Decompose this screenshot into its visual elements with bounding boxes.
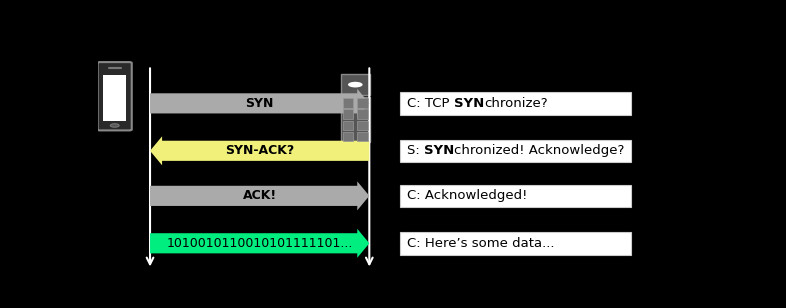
Text: chronize?: chronize? bbox=[484, 97, 548, 110]
Polygon shape bbox=[150, 229, 369, 258]
Text: S:: S: bbox=[407, 144, 424, 157]
FancyBboxPatch shape bbox=[343, 98, 354, 107]
Polygon shape bbox=[150, 181, 369, 210]
Text: SYN: SYN bbox=[454, 97, 484, 110]
FancyBboxPatch shape bbox=[357, 121, 368, 130]
Polygon shape bbox=[150, 136, 369, 165]
FancyBboxPatch shape bbox=[343, 121, 354, 130]
FancyBboxPatch shape bbox=[343, 132, 354, 141]
Text: SYN-ACK?: SYN-ACK? bbox=[225, 144, 294, 157]
FancyBboxPatch shape bbox=[357, 98, 368, 107]
Text: chronized! Acknowledge?: chronized! Acknowledge? bbox=[454, 144, 625, 157]
FancyBboxPatch shape bbox=[400, 232, 631, 254]
Text: C: Here’s some data...: C: Here’s some data... bbox=[407, 237, 555, 250]
Text: ACK!: ACK! bbox=[243, 189, 277, 202]
FancyBboxPatch shape bbox=[343, 109, 354, 119]
Text: 1010010110010101111101...: 1010010110010101111101... bbox=[167, 237, 353, 250]
FancyBboxPatch shape bbox=[340, 74, 370, 95]
Text: C: TCP: C: TCP bbox=[407, 97, 454, 110]
FancyBboxPatch shape bbox=[357, 109, 368, 119]
Text: SYN: SYN bbox=[424, 144, 454, 157]
FancyBboxPatch shape bbox=[103, 75, 127, 121]
FancyBboxPatch shape bbox=[400, 140, 631, 162]
Text: SYN: SYN bbox=[245, 97, 274, 110]
Circle shape bbox=[348, 82, 362, 87]
FancyBboxPatch shape bbox=[340, 97, 370, 142]
Circle shape bbox=[110, 124, 119, 127]
FancyBboxPatch shape bbox=[400, 184, 631, 207]
FancyBboxPatch shape bbox=[97, 62, 132, 130]
FancyBboxPatch shape bbox=[400, 92, 631, 115]
Text: C: Acknowledged!: C: Acknowledged! bbox=[407, 189, 527, 202]
FancyBboxPatch shape bbox=[357, 132, 368, 141]
Polygon shape bbox=[150, 89, 369, 118]
